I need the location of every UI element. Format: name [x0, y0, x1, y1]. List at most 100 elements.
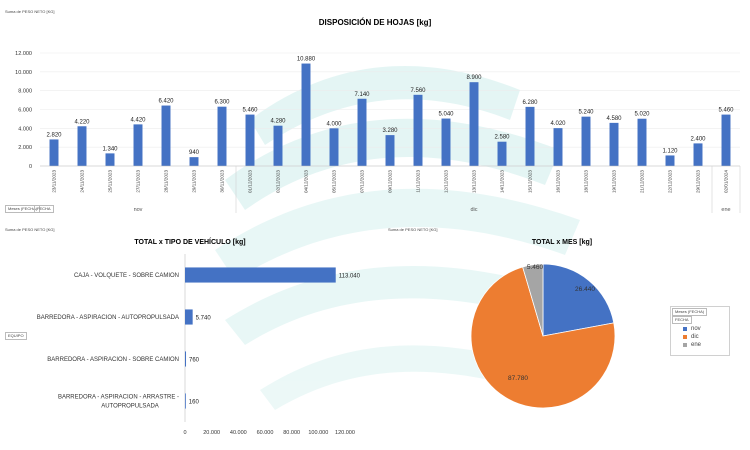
top-bar: [721, 114, 731, 166]
top-group-label: ene: [721, 207, 730, 213]
top-bar-data-label: 5.020: [634, 112, 650, 118]
top-bar: [245, 114, 255, 166]
top-bar: [665, 155, 675, 166]
vehicle-category-label: CAJA - VOLQUETE - SOBRE CAMION: [74, 273, 179, 279]
top-x-tick-label: 18/12/2023: [584, 170, 589, 193]
legend-item-dic[interactable]: dic: [683, 333, 701, 341]
legend-month-filter-button[interactable]: Meses (FECHA): [672, 308, 708, 316]
top-bar: [413, 94, 423, 166]
vehicle-category-label: BARREDORA - ASPIRACION - AUTOPROPULSADA: [37, 315, 179, 321]
top-chart-data-labels: 2.820 4.220 1.340 4.420 6.420 940 6.300 5.460 4.…: [46, 57, 734, 157]
top-x-tick-label: 15/12/2023: [528, 170, 533, 193]
top-bar-data-label: 5.040: [438, 112, 454, 118]
top-bar-data-label: 6.420: [158, 99, 174, 105]
pie-data-label: 26.440: [575, 286, 595, 293]
top-chart-bars: [49, 63, 731, 167]
top-bar: [637, 118, 647, 166]
top-bar: [217, 106, 227, 166]
top-bar-data-label: 4.020: [550, 121, 566, 127]
legend-date-filter-button[interactable]: FECHA: [672, 316, 692, 324]
top-bar-data-label: 8.900: [466, 75, 482, 81]
legend-swatch: [683, 335, 687, 339]
top-x-tick-label: 22/12/2023: [668, 170, 673, 193]
legend-label: dic: [691, 334, 699, 340]
top-bar: [189, 157, 199, 166]
top-bar-data-label: 4.420: [130, 117, 146, 123]
vehicle-bar-data-label: 160: [189, 400, 200, 406]
vehicle-bar-data-label: 5.740: [196, 316, 212, 322]
top-bar: [609, 122, 619, 166]
top-bar: [133, 124, 143, 166]
top-group-label: dic: [470, 207, 477, 213]
top-x-tick-label: 30/11/2023: [220, 170, 225, 193]
top-bar: [693, 143, 703, 166]
top-bar: [553, 128, 563, 166]
vehicle-x-tick-label: 40.000: [230, 430, 247, 436]
vehicle-category-label: BARREDORA - ASPIRACION - ARRASTRE -: [58, 395, 179, 401]
pie-chart-title: TOTAL x MES [kg]: [532, 239, 592, 246]
vehicle-bar: [185, 309, 193, 325]
top-x-tick-label: 07/12/2023: [360, 170, 365, 193]
top-bar-data-label: 5.460: [718, 108, 734, 114]
top-x-tick-label: 19/12/2023: [612, 170, 617, 193]
top-x-tick-label: 29/12/2023: [696, 170, 701, 193]
vehicle-bar: [185, 351, 187, 367]
top-bar: [273, 125, 283, 166]
top-bar: [441, 118, 451, 166]
top-bar-data-label: 3.280: [382, 128, 398, 134]
top-bar-data-label: 7.140: [354, 92, 370, 98]
vehicle-bar-data-label: 760: [189, 358, 200, 364]
vehicle-bar: [185, 393, 186, 409]
top-x-tick-label: 25/11/2023: [108, 170, 113, 193]
vehicle-x-tick-label: 20.000: [203, 430, 220, 436]
top-bar-data-label: 1.120: [662, 148, 678, 154]
top-x-tick-label: 12/12/2023: [444, 170, 449, 193]
legend-item-nov[interactable]: nov: [683, 325, 701, 333]
top-x-tick-label: 11/12/2023: [416, 170, 421, 193]
top-x-tick-label: 14/12/2023: [500, 170, 505, 193]
top-bar: [161, 105, 171, 166]
top-x-tick-label: 23/11/2023: [52, 170, 57, 193]
top-bar-data-label: 940: [189, 150, 200, 156]
top-chart-title: DISPOSICIÓN DE HOJAS [kg]: [319, 18, 432, 27]
vehicle-type-bar-chart: TOTAL x TIPO DE VEHÍCULO [kg] CAJA - VOL…: [37, 237, 361, 436]
pie-slice-ene: [522, 263, 544, 337]
equipment-filter-button[interactable]: EQUIPO: [5, 332, 27, 340]
vehicle-chart-categories: CAJA - VOLQUETE - SOBRE CAMION BARREDORA …: [37, 273, 179, 410]
pie-slices: [470, 263, 616, 409]
top-y-tick-label: 8.000: [18, 89, 32, 95]
top-y-tick-label: 10.000: [15, 70, 32, 76]
vehicle-bar: [185, 267, 336, 283]
legend-items: nov dic ene: [683, 325, 701, 349]
top-bar-data-label: 6.280: [522, 100, 538, 106]
legend-label: ene: [691, 342, 702, 348]
pie-legend: Meses (FECHA) FECHA nov dic ene: [670, 306, 730, 356]
top-y-tick-label: 6.000: [18, 108, 32, 114]
month-filter-button[interactable]: Meses (FECHA): [5, 205, 41, 213]
top-bar: [469, 82, 479, 166]
top-bar-data-label: 4.580: [606, 116, 622, 122]
top-bar-data-label: 2.400: [690, 136, 706, 142]
top-bar-data-label: 10.880: [297, 57, 316, 63]
top-y-tick-label: 0: [29, 164, 32, 170]
top-bar-data-label: 5.460: [242, 108, 258, 114]
top-bar: [581, 116, 591, 166]
top-x-tick-label: 21/12/2023: [640, 170, 645, 193]
top-x-tick-label: 01/12/2023: [248, 170, 253, 193]
top-x-tick-label: 28/11/2023: [164, 170, 169, 193]
date-filter-button[interactable]: FECHA: [34, 205, 54, 213]
top-bar-data-label: 4.280: [270, 119, 286, 125]
vehicle-x-tick-label: 60.000: [257, 430, 274, 436]
top-bar: [497, 141, 507, 166]
top-chart-month-groups: nov dic ene: [134, 166, 741, 213]
legend-item-ene[interactable]: ene: [683, 341, 701, 349]
top-y-tick-label: 12.000: [15, 51, 32, 57]
top-bar: [301, 63, 311, 167]
top-x-tick-label: 04/12/2023: [304, 170, 309, 193]
vehicle-chart-x-ticks: 0 20.000 40.000 60.000 80.000 100.000 120.000: [183, 430, 354, 436]
top-bar: [49, 139, 59, 166]
daily-bar-chart: DISPOSICIÓN DE HOJAS [kg] 0 2.000 4.000 6.0…: [15, 18, 741, 213]
legend-swatch: [683, 327, 687, 331]
top-x-tick-label: 16/12/2023: [556, 170, 561, 193]
